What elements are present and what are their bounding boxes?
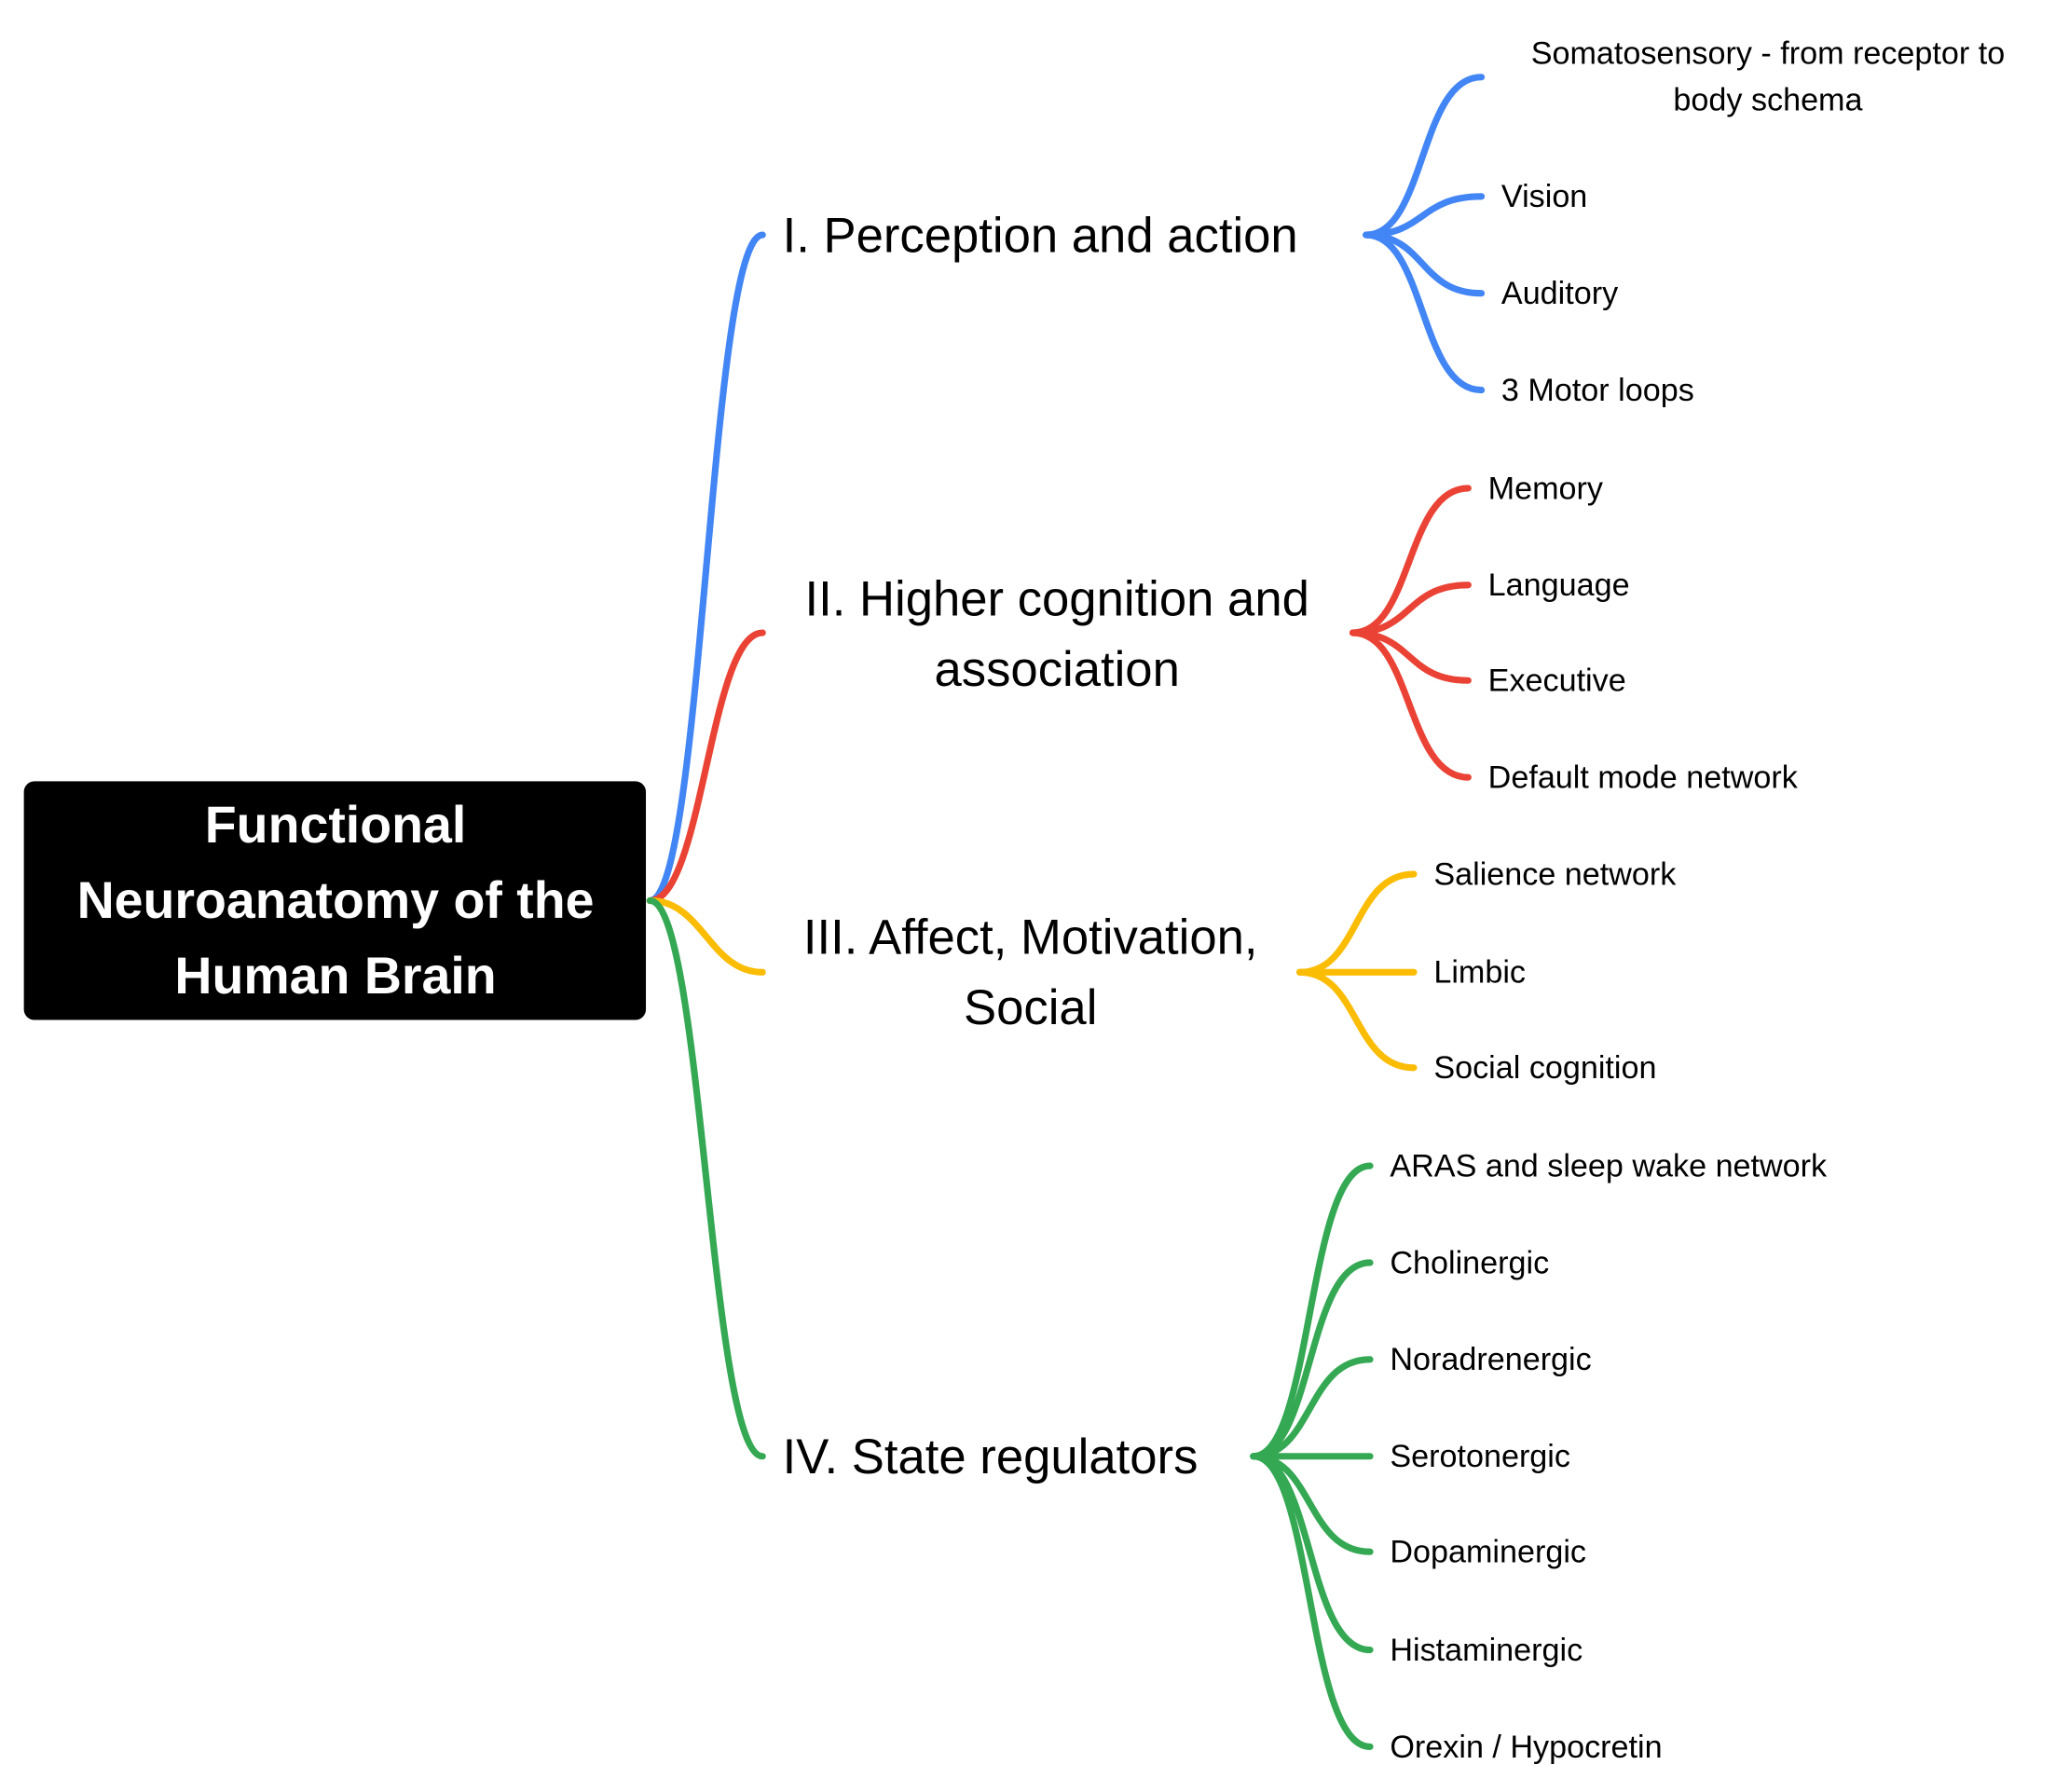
- leaf-label-line: Serotonergic: [1390, 1439, 1570, 1474]
- leaf-node[interactable]: Orexin / Hypocretin: [1390, 1730, 1662, 1765]
- branch-label-line: IV. State regulators: [783, 1429, 1199, 1484]
- branch-node[interactable]: IV. State regulators: [783, 1429, 1199, 1484]
- leaf-label-line: Limbic: [1433, 955, 1526, 991]
- branch-node[interactable]: I. Perception and action: [783, 209, 1298, 264]
- branch-label-line: II. Higher cognition and: [805, 572, 1309, 627]
- branch-connector: [646, 896, 766, 976]
- leaf-node[interactable]: Vision: [1501, 179, 1587, 214]
- leaf-node[interactable]: Serotonergic: [1390, 1439, 1570, 1474]
- leaf-node[interactable]: Somatosensory - from receptor to body sch…: [1531, 36, 2006, 118]
- root-node[interactable]: Functional Neuroanatomy of the Human Brain: [23, 781, 647, 1020]
- leaf-node[interactable]: Default mode network: [1488, 760, 1799, 796]
- leaf-connector: [1250, 1356, 1374, 1460]
- leaf-connector: [1250, 1453, 1374, 1750]
- leaf-node[interactable]: Language: [1488, 568, 1630, 603]
- branch-label-line: association: [935, 642, 1180, 697]
- leaf-node[interactable]: Auditory: [1501, 276, 1618, 311]
- leaf-node[interactable]: Dopaminergic: [1390, 1535, 1586, 1570]
- branch-node[interactable]: II. Higher cognition and association: [805, 572, 1309, 697]
- leaf-label-line: Cholinergic: [1390, 1245, 1549, 1280]
- leaf-node[interactable]: Cholinergic: [1390, 1245, 1549, 1280]
- leaf-label-line: Auditory: [1501, 276, 1618, 311]
- leaf-label-line: Histaminergic: [1390, 1633, 1583, 1668]
- leaf-connector: [1363, 74, 1486, 239]
- leaf-label-line: Dopaminergic: [1390, 1535, 1586, 1570]
- leaf-connector: [1296, 968, 1418, 1072]
- branch-node[interactable]: III. Affect, Motivation, Social: [803, 910, 1258, 1034]
- root-label-line: Human Brain: [174, 947, 496, 1005]
- leaf-node[interactable]: Memory: [1488, 471, 1603, 506]
- leaf-node[interactable]: Noradrenergic: [1390, 1342, 1591, 1377]
- leaf-label-line: Social cognition: [1433, 1050, 1656, 1086]
- branch-connector: [646, 896, 766, 1460]
- leaf-label-line: Default mode network: [1488, 760, 1799, 796]
- leaf-label-line: Language: [1488, 568, 1630, 603]
- connectors: [646, 74, 1486, 1750]
- leaf-label-line: Noradrenergic: [1390, 1342, 1591, 1377]
- root-label-line: Neuroanatomy of the: [77, 871, 595, 929]
- branch-label-line: Social: [964, 980, 1097, 1035]
- leaf-label-line: 3 Motor loops: [1501, 373, 1694, 408]
- branch-label-line: I. Perception and action: [783, 209, 1298, 264]
- leaf-node[interactable]: ARAS and sleep wake network: [1390, 1148, 1828, 1183]
- root-box: [23, 781, 647, 1020]
- leaf-connector: [1363, 193, 1486, 239]
- leaf-connector: [1349, 485, 1472, 636]
- branch-label-line: III. Affect, Motivation,: [803, 910, 1258, 964]
- leaf-node[interactable]: Social cognition: [1433, 1050, 1656, 1086]
- leaf-label-line: Somatosensory - from receptor to: [1531, 36, 2006, 72]
- branch-connector: [646, 231, 766, 905]
- leaf-node[interactable]: Executive: [1488, 663, 1626, 699]
- leaf-connector: [1349, 629, 1472, 781]
- leaf-label-line: body schema: [1673, 82, 1862, 117]
- leaf-label-line: Salience network: [1433, 856, 1677, 892]
- leaf-node[interactable]: Limbic: [1433, 955, 1526, 991]
- leaf-connector: [1349, 581, 1472, 636]
- leaf-label-line: Executive: [1488, 663, 1626, 699]
- branch-connector: [646, 629, 766, 905]
- leaf-label-line: Vision: [1501, 179, 1587, 214]
- leaf-connector: [1250, 1162, 1374, 1460]
- leaf-connector: [1363, 231, 1486, 394]
- leaf-connector: [1250, 1259, 1374, 1460]
- leaf-node[interactable]: Histaminergic: [1390, 1633, 1583, 1668]
- leaf-label-line: Memory: [1488, 471, 1603, 506]
- leaf-label-line: Orexin / Hypocretin: [1390, 1730, 1662, 1765]
- leaf-label-line: ARAS and sleep wake network: [1390, 1148, 1828, 1183]
- root-label-line: Functional: [205, 796, 466, 854]
- nodes: I. Perception and action Somatosensory - …: [783, 36, 2006, 1765]
- leaf-connector: [1296, 870, 1418, 976]
- leaf-node[interactable]: Salience network: [1433, 856, 1677, 892]
- leaf-node[interactable]: 3 Motor loops: [1501, 373, 1694, 408]
